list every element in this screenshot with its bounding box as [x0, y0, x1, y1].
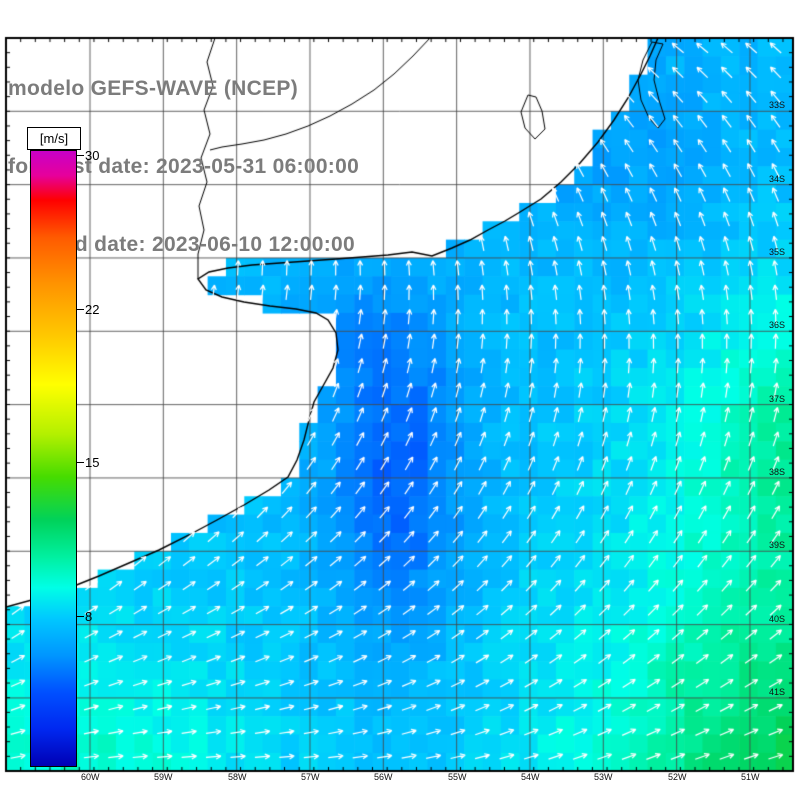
lat-tick-label: 41S: [769, 687, 786, 697]
lon-tick-label: 52W: [668, 772, 687, 782]
lat-tick-label: 38S: [769, 467, 786, 477]
lon-tick-label: 58W: [228, 772, 247, 782]
colorbar-tick-mark: [76, 155, 84, 156]
colorbar-tick-label: 15: [85, 455, 100, 470]
colorbar-unit-label: [m/s]: [27, 127, 81, 150]
model-title: modelo GEFS-WAVE (NCEP): [8, 77, 299, 100]
lat-tick-label: 36S: [769, 320, 786, 330]
lat-tick-label: 39S: [769, 540, 786, 550]
colorbar-tick-label: 22: [85, 302, 100, 317]
lat-tick-label: 35S: [769, 247, 786, 257]
lon-tick-label: 57W: [301, 772, 320, 782]
colorbar-tick-mark: [76, 309, 84, 310]
lon-tick-label: 60W: [81, 772, 100, 782]
lat-tick-label: 34S: [769, 174, 786, 184]
lon-tick-label: 59W: [154, 772, 173, 782]
lat-tick-label: 33S: [769, 100, 786, 110]
lat-tick-label: 37S: [769, 394, 786, 404]
lat-tick-label: 40S: [769, 614, 786, 624]
lon-tick-label: 56W: [374, 772, 393, 782]
lon-tick-label: 55W: [448, 772, 467, 782]
colorbar-tick-mark: [76, 616, 84, 617]
colorbar-tick-label: 8: [85, 609, 93, 624]
lon-tick-label: 54W: [521, 772, 540, 782]
colorbar-tick-mark: [76, 462, 84, 463]
colorbar-tick-label: 30: [85, 148, 100, 163]
colorbar: [30, 150, 77, 767]
lon-tick-label: 51W: [741, 772, 760, 782]
lon-tick-label: 53W: [594, 772, 613, 782]
forecast-date-line: forecast date: 2023-05-31 06:00:00: [8, 155, 360, 178]
chart-title-block: modelo GEFS-WAVE (NCEP) forecast date: 2…: [8, 24, 359, 310]
